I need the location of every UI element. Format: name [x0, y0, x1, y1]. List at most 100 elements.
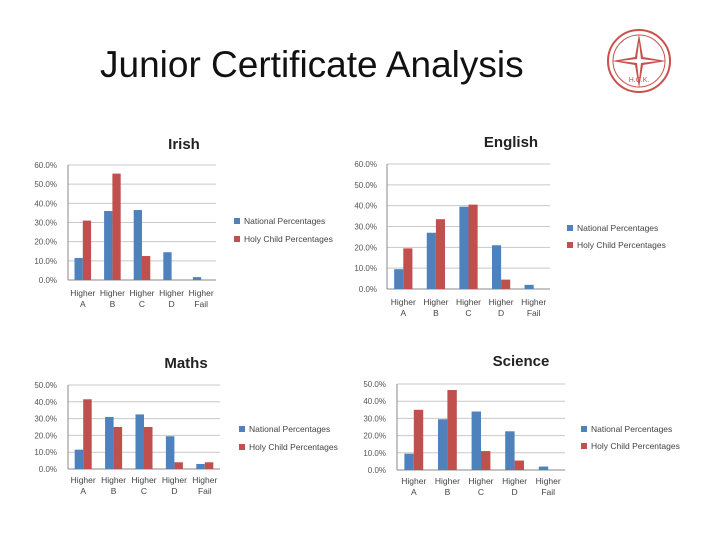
y-tick-label: 50.0% [34, 381, 57, 390]
science-chart: Science 50.0% 40.0% 30.0% 20.0% 10.0% 0.0% High… [363, 353, 680, 497]
holy-child-bar [112, 173, 121, 280]
holy-child-bar [82, 220, 92, 280]
chart-title: Maths [164, 355, 207, 372]
y-tick-label: 10.0% [34, 257, 57, 266]
holy-child-bar [113, 427, 123, 469]
national-bar [404, 453, 414, 470]
holy-child-bar [514, 460, 525, 470]
y-tick-label: 20.0% [34, 431, 57, 440]
x-category-label: Fail [541, 487, 555, 497]
x-category-label: C [141, 486, 147, 496]
x-category-label: Higher [162, 475, 187, 485]
y-tick-label: 40.0% [354, 202, 377, 211]
holy-child-bar [83, 399, 92, 469]
x-category-label: D [169, 299, 175, 309]
y-tick-label: 30.0% [363, 414, 386, 423]
x-category-label: A [80, 486, 86, 496]
x-category-label: B [111, 486, 117, 496]
x-category-label: Higher [435, 476, 460, 486]
y-tick-label: 10.0% [34, 448, 57, 457]
holy-child-bar [468, 204, 478, 289]
x-category-label: Fail [198, 486, 212, 496]
holy-child-bar [204, 462, 214, 469]
national-bar [471, 411, 481, 470]
legend-label: Holy Child Percentages [591, 441, 680, 451]
national-bar [459, 206, 469, 289]
legend-swatch [239, 444, 245, 450]
chart-title: Science [493, 353, 550, 370]
y-tick-label: 60.0% [34, 161, 57, 170]
holy-child-bar [142, 256, 151, 280]
y-tick-label: 60.0% [354, 160, 377, 169]
logo-text: H.C.K. [629, 77, 650, 84]
maths-chart: Maths 50.0% 40.0% 30.0% 20.0% 10.0% 0.0% Higher… [34, 355, 338, 496]
holy-child-bar [481, 451, 491, 470]
legend-label: National Percentages [244, 216, 325, 226]
x-category-label: Higher [456, 297, 481, 307]
y-tick-label: 30.0% [34, 219, 57, 228]
y-tick-label: 0.0% [39, 465, 57, 474]
y-tick-label: 20.0% [354, 243, 377, 252]
x-category-label: B [445, 487, 451, 497]
holy-child-bar [501, 279, 511, 289]
y-tick-label: 40.0% [363, 397, 386, 406]
national-bar [394, 269, 404, 289]
x-category-label: Higher [189, 288, 214, 298]
legend-label: National Percentages [577, 223, 658, 233]
x-category-label: Higher [502, 476, 527, 486]
x-category-label: B [110, 299, 116, 309]
x-category-label: Higher [468, 476, 493, 486]
x-category-label: A [80, 299, 86, 309]
national-bar [196, 463, 205, 469]
x-category-label: Higher [192, 475, 217, 485]
y-tick-label: 30.0% [354, 223, 377, 232]
legend-label: National Percentages [249, 424, 330, 434]
x-category-label: A [411, 487, 417, 497]
legend-label: Holy Child Percentages [249, 442, 338, 452]
y-tick-label: 50.0% [363, 380, 386, 389]
legend-label: Holy Child Percentages [577, 240, 666, 250]
national-bar [74, 449, 84, 469]
x-category-label: C [139, 299, 145, 309]
legend-swatch [567, 242, 573, 248]
x-category-label: Higher [101, 475, 126, 485]
x-category-label: Higher [70, 288, 95, 298]
y-tick-label: 20.0% [34, 238, 57, 247]
holy-child-bar [447, 390, 457, 470]
holy-child-bar [403, 248, 413, 289]
x-category-label: D [171, 486, 177, 496]
y-tick-label: 10.0% [354, 264, 377, 273]
page-title: Junior Certificate Analysis [100, 44, 524, 85]
x-category-label: C [465, 308, 471, 318]
x-category-label: Higher [100, 288, 125, 298]
x-category-label: Higher [71, 475, 96, 485]
y-tick-label: 40.0% [34, 199, 57, 208]
x-category-label: Higher [159, 288, 184, 298]
chart-title: Irish [168, 136, 200, 153]
national-bar [163, 252, 172, 280]
national-bar [133, 210, 142, 280]
irish-chart: Irish 60.0% 50.0% 40.0% 30.0% 20.0% 10.0% 0.0% H… [34, 136, 333, 309]
y-tick-label: 0.0% [39, 276, 57, 285]
x-category-label: Higher [423, 297, 448, 307]
national-bar [104, 211, 113, 280]
x-category-label: Higher [129, 288, 154, 298]
y-tick-label: 10.0% [363, 449, 386, 458]
legend-label: Holy Child Percentages [244, 234, 333, 244]
x-category-label: Higher [521, 297, 546, 307]
english-chart: English 60.0% 50.0% 40.0% 30.0% 20.0% 10.0% 0.0… [354, 134, 666, 318]
x-category-label: Fail [194, 299, 208, 309]
legend-swatch [234, 218, 240, 224]
national-bar [192, 277, 202, 280]
y-tick-label: 50.0% [354, 181, 377, 190]
national-bar [437, 419, 448, 470]
national-bar [135, 414, 144, 469]
y-tick-label: 0.0% [359, 285, 377, 294]
national-bar [426, 232, 436, 289]
y-tick-label: 30.0% [34, 415, 57, 424]
holy-child-bar [144, 427, 153, 469]
national-bar [491, 245, 502, 289]
legend-swatch [234, 236, 240, 242]
x-category-label: Higher [489, 297, 514, 307]
y-tick-label: 50.0% [34, 180, 57, 189]
